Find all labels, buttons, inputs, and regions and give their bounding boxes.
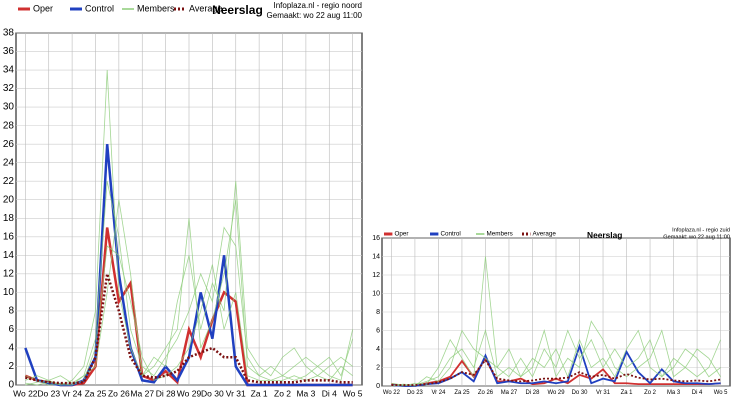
legend-label: Average — [533, 231, 557, 238]
x-tick-label: Ma 3 — [296, 388, 315, 398]
legend-label: Members — [137, 3, 175, 13]
member-line — [25, 199, 353, 386]
y-tick-label: 10 — [3, 287, 15, 298]
x-tick-label: Za 1 — [251, 388, 268, 398]
y-tick-label: 14 — [372, 253, 380, 260]
x-tick-label: Wo 22 — [13, 388, 38, 398]
y-tick-label: 12 — [3, 268, 15, 279]
y-tick-label: 18 — [3, 213, 15, 224]
x-tick-label: Wo 5 — [714, 390, 728, 396]
x-tick-label: Ma 3 — [667, 390, 681, 396]
y-tick-label: 0 — [8, 380, 14, 391]
y-tick-label: 12 — [372, 272, 380, 279]
y-tick-label: 4 — [376, 346, 380, 353]
x-tick-label: Wo 22 — [383, 390, 400, 396]
y-tick-label: 34 — [3, 65, 15, 76]
y-tick-label: 8 — [8, 306, 14, 317]
x-tick-label: Wo 5 — [343, 388, 363, 398]
source-label: Infoplaza.nl - regio noord — [274, 1, 363, 10]
member-line — [25, 181, 354, 386]
series-line — [391, 358, 721, 386]
y-tick-label: 6 — [8, 324, 14, 335]
x-tick-label: Za 25 — [85, 388, 107, 398]
legend-label: Control — [441, 231, 461, 238]
y-tick-label: 20 — [3, 194, 15, 205]
y-tick-label: 38 — [3, 28, 15, 39]
y-tick-label: 6 — [376, 327, 380, 334]
y-tick-label: 10 — [372, 290, 380, 297]
member-line — [391, 320, 721, 387]
x-tick-label: Zo 26 — [478, 390, 494, 396]
y-tick-label: 16 — [372, 235, 380, 242]
x-tick-label: Ma 27 — [501, 390, 518, 396]
y-tick-label: 36 — [3, 46, 15, 57]
x-tick-label: Do 23 — [37, 388, 60, 398]
member-line — [25, 70, 353, 386]
x-tick-label: Zo 26 — [108, 388, 130, 398]
y-tick-label: 2 — [8, 361, 14, 372]
x-tick-label: Vr 31 — [226, 388, 246, 398]
legend-label: Oper — [395, 231, 409, 238]
chart-title: Neerslag — [212, 3, 263, 17]
legend-label: Members — [487, 231, 513, 238]
created-label: Gemaakt: wo 22 aug 11:00 — [663, 235, 730, 241]
chart-title: Neerslag — [587, 230, 622, 240]
y-tick-label: 32 — [3, 83, 15, 94]
series-line — [25, 273, 353, 385]
y-tick-label: 22 — [3, 176, 15, 187]
member-line — [25, 245, 354, 386]
x-tick-label: Ma 27 — [130, 388, 154, 398]
created-label: Gemaakt: wo 22 aug 11:00 — [267, 11, 363, 20]
legend-label: Oper — [33, 3, 53, 13]
x-tick-label: Vr 24 — [431, 390, 446, 396]
member-line — [391, 256, 721, 387]
y-tick-label: 28 — [3, 120, 15, 131]
y-tick-label: 14 — [3, 250, 15, 261]
y-tick-label: 0 — [376, 383, 380, 390]
legend-label: Control — [85, 3, 114, 13]
x-tick-label: Zo 2 — [644, 390, 656, 396]
x-tick-label: Za 25 — [454, 390, 470, 396]
y-tick-label: 24 — [3, 157, 15, 168]
x-tick-label: Di 28 — [156, 388, 176, 398]
x-tick-label: Wo 29 — [547, 390, 565, 396]
legend-label: Average — [189, 3, 222, 13]
x-tick-label: Vr 24 — [62, 388, 82, 398]
x-tick-label: Zo 2 — [274, 388, 291, 398]
x-tick-label: Do 30 — [201, 388, 224, 398]
x-tick-label: Vr 31 — [596, 390, 611, 396]
x-tick-label: Di 28 — [526, 390, 541, 396]
x-tick-label: Za 1 — [621, 390, 634, 396]
x-tick-label: Do 30 — [572, 390, 589, 396]
x-tick-label: Di 4 — [322, 388, 337, 398]
x-tick-label: Do 23 — [407, 390, 424, 396]
x-tick-label: Di 4 — [692, 390, 703, 396]
y-tick-label: 16 — [3, 231, 15, 242]
y-tick-label: 4 — [8, 343, 14, 354]
source-label: Infoplaza.nl - regio zuid — [672, 228, 730, 234]
member-line — [391, 329, 721, 387]
x-tick-label: Wo 29 — [177, 388, 202, 398]
y-tick-label: 26 — [3, 139, 15, 150]
y-tick-label: 30 — [3, 102, 15, 113]
y-tick-label: 2 — [376, 364, 380, 371]
y-tick-label: 8 — [376, 309, 380, 316]
